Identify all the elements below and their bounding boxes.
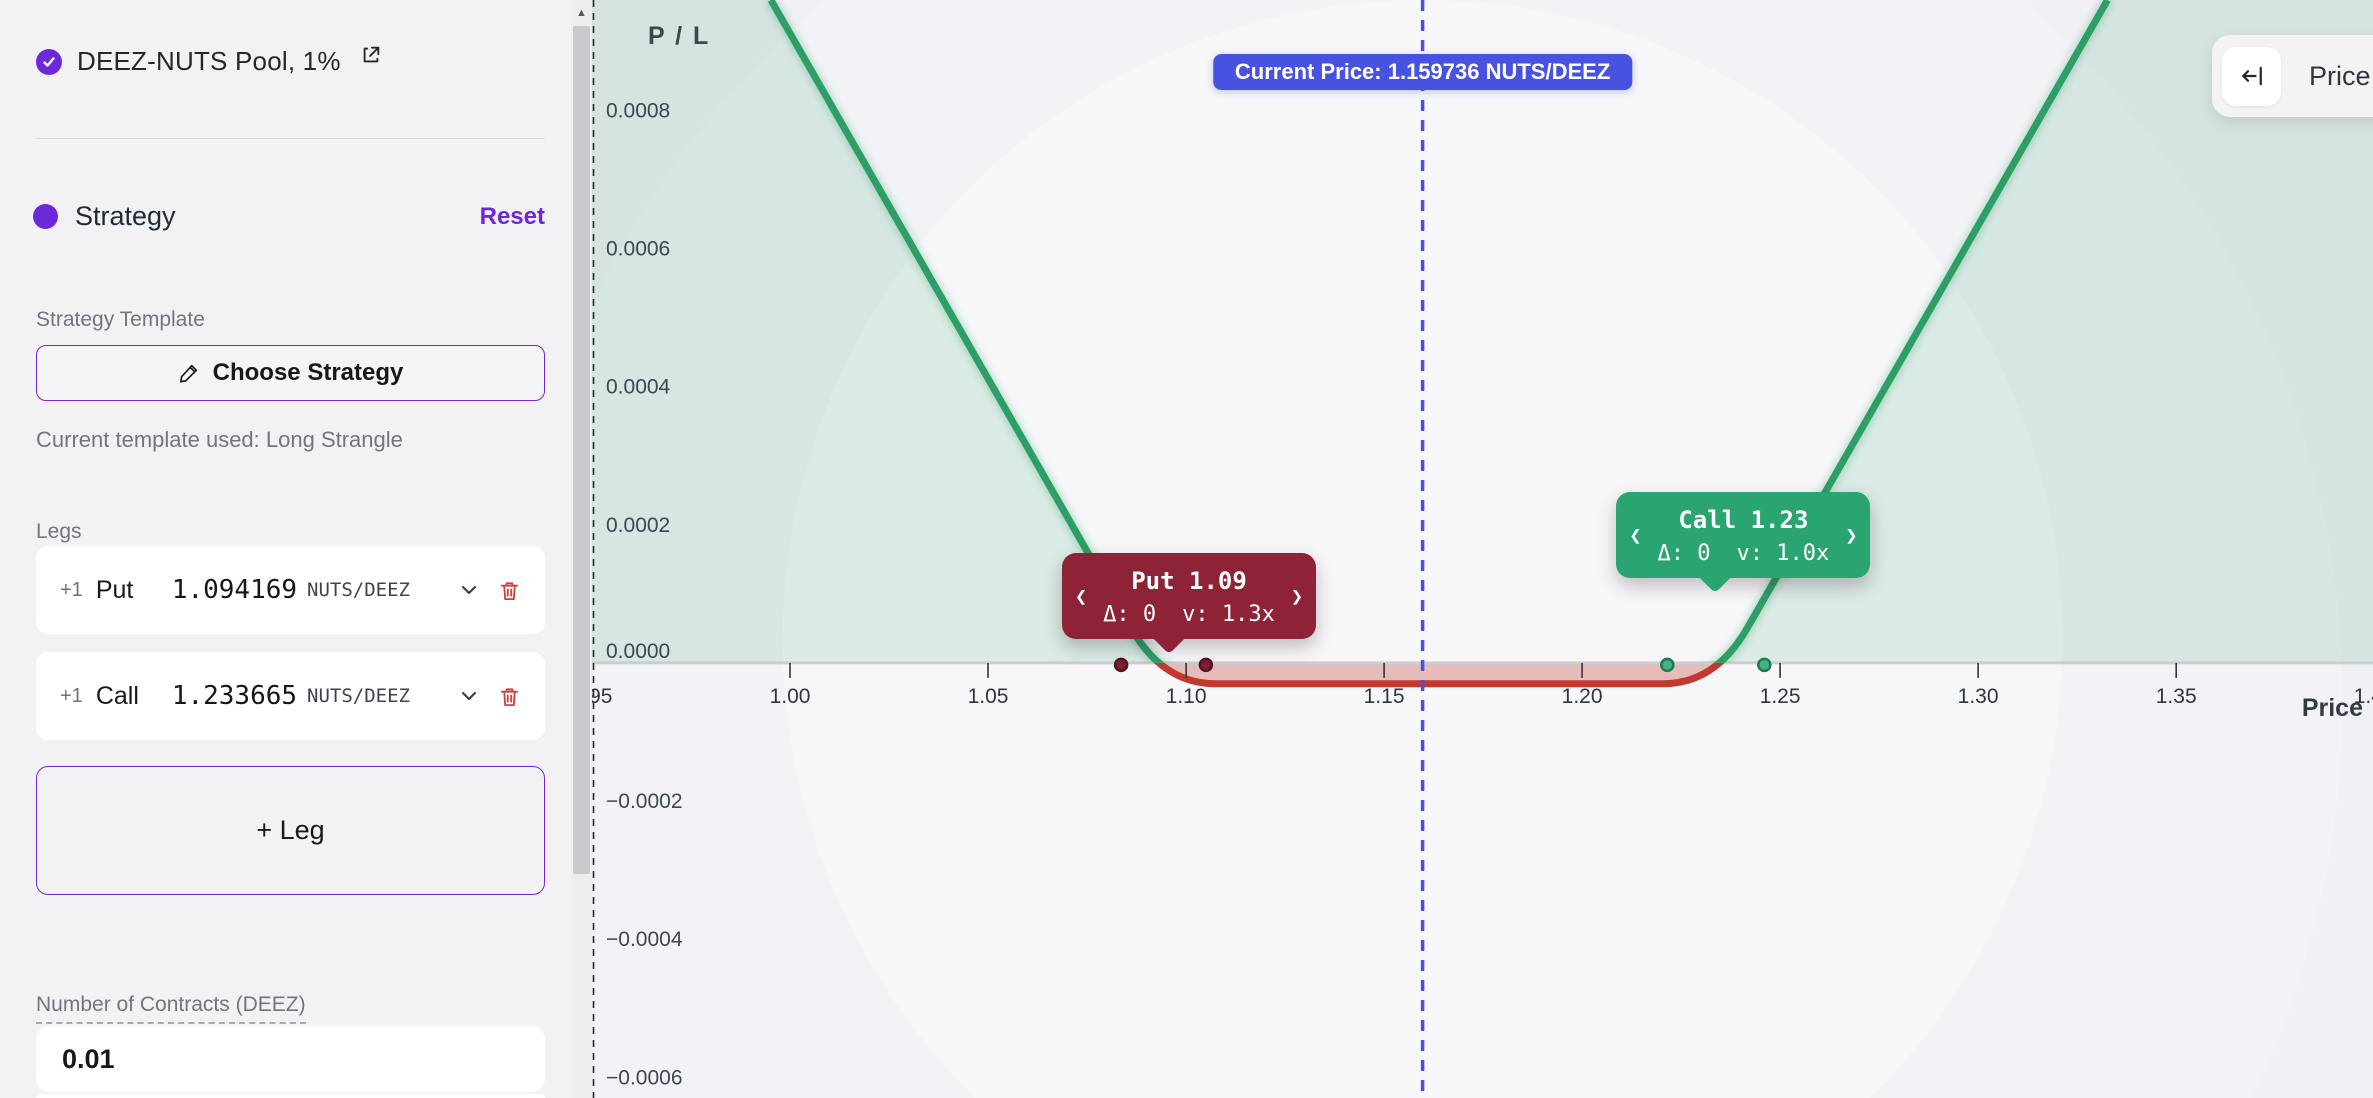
leg-quantity: +1 <box>60 578 83 601</box>
sidebar-scrollbar[interactable]: ▲ <box>571 0 592 1098</box>
leg-strike-unit: NUTS/DEEZ <box>307 685 410 707</box>
profit-region-fill <box>592 0 2373 663</box>
pool-verified-icon <box>36 49 62 75</box>
put-strike-decrease-chevron[interactable]: ❮ <box>1075 584 1088 608</box>
pool-header: DEEZ-NUTS Pool, 1% <box>36 46 382 77</box>
payoff-curve-loss <box>1153 662 1725 688</box>
call-tooltip-title: Call 1.23 <box>1678 506 1809 534</box>
call-leg-tooltip[interactable]: ❮ Call 1.23 Δ: 0 v: 1.0x ❯ <box>1616 492 1871 578</box>
x-tick-label: 1.10 <box>1166 685 1207 708</box>
put-vega: v: 1.3x <box>1182 602 1275 627</box>
sidebar: DEEZ-NUTS Pool, 1% Strategy Reset Strate… <box>0 0 592 1098</box>
scroll-up-icon[interactable]: ▲ <box>576 7 587 19</box>
y-tick-label: 0.0008 <box>606 100 670 123</box>
payoff-chart: 0.95 1.00 1.05 1.10 1.15 1.20 1.25 1.30 1.35 1.40… <box>592 0 2373 1098</box>
scrollbar-thumb[interactable] <box>573 26 590 874</box>
x-tick-label: 1.40 <box>2354 685 2373 708</box>
put-leg-tooltip[interactable]: ❮ Put 1.09 Δ: 0 v: 1.3x ❯ <box>1062 553 1316 639</box>
arrow-left-to-bar-icon <box>2238 62 2266 90</box>
current-price-badge: Current Price: 1.159736 NUTS/DEEZ <box>1212 54 1633 90</box>
next-field-top-edge <box>36 1094 545 1098</box>
leg-type: Call <box>95 681 139 710</box>
add-leg-button[interactable]: + Leg <box>36 766 545 895</box>
strategy-header: Strategy Reset <box>33 201 545 232</box>
divider <box>36 138 545 139</box>
put-strike-increase-chevron[interactable]: ❯ <box>1290 584 1303 608</box>
put-tooltip-greeks: Δ: 0 v: 1.3x <box>1062 602 1316 627</box>
x-tick-label: 1.00 <box>770 685 811 708</box>
leg-row-put[interactable]: +1 Put 1.094169 NUTS/DEEZ <box>36 546 545 634</box>
strategy-template-label: Strategy Template <box>36 308 205 331</box>
put-range-marker-dot[interactable] <box>1113 657 1129 673</box>
leg-quantity: +1 <box>60 684 83 707</box>
y-tick-label: 0.0000 <box>606 640 670 663</box>
y-tick-label: −0.0002 <box>606 790 683 813</box>
y-tick-label: 0.0002 <box>606 514 670 537</box>
pencil-icon <box>178 362 200 384</box>
put-delta: Δ: 0 <box>1103 602 1157 627</box>
x-tick-label: 1.30 <box>1958 685 1999 708</box>
loss-region-fill <box>1159 662 1720 684</box>
choose-strategy-button[interactable]: Choose Strategy <box>36 345 545 401</box>
leg-strike-unit: NUTS/DEEZ <box>307 579 410 601</box>
contracts-value: 0.01 <box>62 1043 115 1074</box>
contracts-label: Number of Contracts (DEEZ) <box>36 993 306 1024</box>
put-range-marker-dot[interactable] <box>1198 657 1214 673</box>
call-range-marker-dot[interactable] <box>1660 657 1675 673</box>
strategy-bullet-icon <box>33 204 58 229</box>
pl-axis-label: P / L <box>648 22 711 50</box>
y-tick-label: −0.0004 <box>606 928 683 951</box>
call-delta: Δ: 0 <box>1657 541 1711 566</box>
call-range-marker-dot[interactable] <box>1757 657 1772 673</box>
external-link-icon[interactable] <box>360 44 382 71</box>
legs-label: Legs <box>36 520 82 543</box>
put-tooltip-title: Put 1.09 <box>1131 567 1247 595</box>
delete-leg-icon[interactable] <box>498 579 521 602</box>
call-strike-increase-chevron[interactable]: ❯ <box>1845 523 1858 547</box>
y-tick-label: 0.0006 <box>606 238 670 261</box>
leg-strike-value: 1.094169 <box>171 575 298 605</box>
price-panel-label: Price <box>2309 60 2371 91</box>
current-template-note: Current template used: Long Strangle <box>36 427 403 452</box>
y-tick-label: −0.0006 <box>606 1066 683 1089</box>
x-tick-label: 1.15 <box>1364 685 1405 708</box>
choose-strategy-label: Choose Strategy <box>212 359 404 386</box>
payoff-chart-area: 0.95 1.00 1.05 1.10 1.15 1.20 1.25 1.30 1.35 1.40… <box>592 0 2373 1098</box>
price-axis-label: Price <box>2301 694 2363 722</box>
x-tick-label: 1.05 <box>968 685 1009 708</box>
reset-button[interactable]: Reset <box>479 202 545 230</box>
call-tooltip-greeks: Δ: 0 v: 1.0x <box>1616 541 1870 566</box>
call-vega: v: 1.0x <box>1736 541 1830 566</box>
x-tick-label: 1.20 <box>1562 685 1603 708</box>
strategy-heading: Strategy <box>75 201 176 231</box>
background-watermark <box>592 0 2343 1098</box>
x-tick-label: 0.95 <box>592 685 612 708</box>
chevron-down-icon[interactable] <box>457 578 481 602</box>
y-tick-label: 0.0004 <box>606 376 671 399</box>
leg-row-call[interactable]: +1 Call 1.233665 NUTS/DEEZ <box>36 652 545 740</box>
collapse-panel-button[interactable] <box>2222 46 2281 106</box>
x-tick-label: 1.35 <box>2156 685 2197 708</box>
delete-leg-icon[interactable] <box>498 685 521 708</box>
pool-title: DEEZ-NUTS Pool, 1% <box>77 46 341 76</box>
leg-strike-value: 1.233665 <box>171 681 298 711</box>
chevron-down-icon[interactable] <box>457 684 481 708</box>
leg-type: Put <box>95 575 134 604</box>
x-tick-label: 1.25 <box>1760 685 1801 708</box>
payoff-curve-profit <box>767 0 2111 663</box>
contracts-input[interactable]: 0.01 <box>36 1026 545 1092</box>
price-panel: Price <box>2212 35 2373 117</box>
call-strike-decrease-chevron[interactable]: ❮ <box>1629 523 1642 547</box>
